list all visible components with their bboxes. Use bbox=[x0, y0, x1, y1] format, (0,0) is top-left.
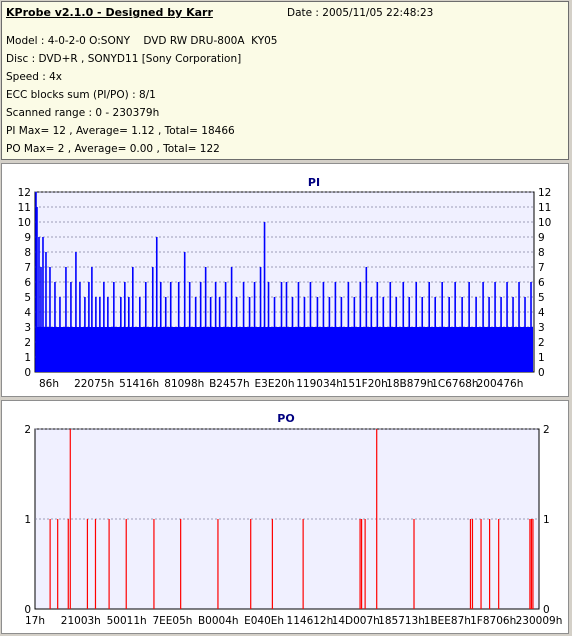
info-panel: KProbe v2.1.0 - Designed by Karr Date : … bbox=[1, 1, 569, 160]
pi-chart-title: PI bbox=[308, 176, 320, 189]
po-chart-panel: PO 0 0 1 1 2 2 17h 21003h 50011h 7EE05h B0004h E040… bbox=[1, 400, 569, 634]
pi-xtick-label: 1C6768h bbox=[431, 378, 478, 390]
pi-xtick-label: 18B879h bbox=[386, 378, 433, 390]
pi-xtick-label: B2457h bbox=[209, 378, 250, 390]
pi-xtick-label: 151F20h bbox=[342, 378, 388, 390]
pi-ytick-left: 0 bbox=[24, 367, 31, 379]
po-xtick-label: B0004h bbox=[198, 615, 239, 627]
pi-ytick-left: 1 bbox=[24, 352, 31, 364]
pi-xtick-label: 22075h bbox=[74, 378, 114, 390]
po-xtick-label: 21003h bbox=[61, 615, 101, 627]
pi-ytick-left: 11 bbox=[18, 202, 31, 214]
po-ytick-left: 2 bbox=[24, 424, 31, 436]
pi-xtick-label: 200476h bbox=[477, 378, 524, 390]
po-xtick-label: 1BEE87h bbox=[424, 615, 471, 627]
po-xtick-label: 14D007h bbox=[332, 615, 380, 627]
pi-ytick-right: 1 bbox=[538, 352, 545, 364]
info-model: Model : 4-0-2-0 O:SONY DVD RW DRU-800A K… bbox=[6, 35, 278, 47]
pi-xtick-label: 81098h bbox=[164, 378, 204, 390]
po-xtick-label: 7EE05h bbox=[152, 615, 192, 627]
pi-ytick-left: 9 bbox=[24, 232, 31, 244]
pi-ytick-left: 7 bbox=[24, 262, 31, 274]
pi-ytick-right: 10 bbox=[538, 217, 551, 229]
po-ytick-right: 0 bbox=[543, 604, 550, 616]
pi-ytick-right: 4 bbox=[538, 307, 545, 319]
pi-ytick-left: 4 bbox=[24, 307, 31, 319]
pi-ytick-right: 9 bbox=[538, 232, 545, 244]
pi-ytick-right: 0 bbox=[538, 367, 545, 379]
po-ytick-left: 1 bbox=[24, 514, 31, 526]
pi-xtick-label: 86h bbox=[39, 378, 59, 390]
pi-xtick-label: E3E20h bbox=[255, 378, 295, 390]
pi-ytick-left: 3 bbox=[24, 322, 31, 334]
info-scanned-range: Scanned range : 0 - 230379h bbox=[6, 107, 160, 119]
po-ytick-left: 0 bbox=[24, 604, 31, 616]
po-xtick-label: E040Eh bbox=[244, 615, 284, 627]
pi-xtick-label: 51416h bbox=[119, 378, 159, 390]
scan-date: Date : 2005/11/05 22:48:23 bbox=[287, 7, 434, 19]
pi-xtick-label: 119034h bbox=[296, 378, 343, 390]
pi-ytick-right: 8 bbox=[538, 247, 545, 259]
pi-ytick-right: 7 bbox=[538, 262, 545, 274]
po-xtick-label: 1F8706h bbox=[470, 615, 516, 627]
po-xtick-label: 185713h bbox=[378, 615, 425, 627]
pi-ytick-right: 11 bbox=[538, 202, 551, 214]
pi-ytick-left: 5 bbox=[24, 292, 31, 304]
po-chart-title: PO bbox=[277, 412, 294, 425]
po-ytick-right: 2 bbox=[543, 424, 550, 436]
pi-ytick-right: 12 bbox=[538, 187, 551, 199]
app-title: KProbe v2.1.0 - Designed by Karr bbox=[6, 6, 213, 19]
pi-ytick-left: 2 bbox=[24, 337, 31, 349]
po-xtick-label: 50011h bbox=[107, 615, 147, 627]
pi-ytick-right: 3 bbox=[538, 322, 545, 334]
pi-ytick-right: 2 bbox=[538, 337, 545, 349]
pi-ytick-left: 10 bbox=[18, 217, 31, 229]
po-xtick-label: 114612h bbox=[287, 615, 334, 627]
info-ecc-blocks: ECC blocks sum (PI/PO) : 8/1 bbox=[6, 89, 156, 101]
info-speed: Speed : 4x bbox=[6, 71, 63, 83]
po-xtick-label: 230009h bbox=[516, 615, 563, 627]
po-chart: PO 0 0 1 1 2 2 17h 21003h 50011h 7EE05h B0004h E040… bbox=[24, 412, 563, 627]
pi-ytick-left: 12 bbox=[18, 187, 31, 199]
po-xtick-label: 17h bbox=[25, 615, 45, 627]
pi-ytick-left: 6 bbox=[24, 277, 31, 289]
pi-bar-baseline bbox=[36, 327, 533, 372]
pi-ytick-right: 5 bbox=[538, 292, 545, 304]
info-pi-summary: PI Max= 12 , Average= 1.12 , Total= 1846… bbox=[6, 125, 235, 137]
info-po-summary: PO Max= 2 , Average= 0.00 , Total= 122 bbox=[6, 143, 220, 155]
pi-ytick-right: 6 bbox=[538, 277, 545, 289]
po-ytick-right: 1 bbox=[543, 514, 550, 526]
pi-chart-panel: PI 0 0 1 1 2 2 3 3 4 4 5 5 6 6 7 7 8 8 9 9 10 10 11 11 12 12 86h 22… bbox=[1, 163, 569, 397]
info-disc: Disc : DVD+R , SONYD11 [Sony Corporation… bbox=[6, 53, 242, 65]
pi-ytick-left: 8 bbox=[24, 247, 31, 259]
